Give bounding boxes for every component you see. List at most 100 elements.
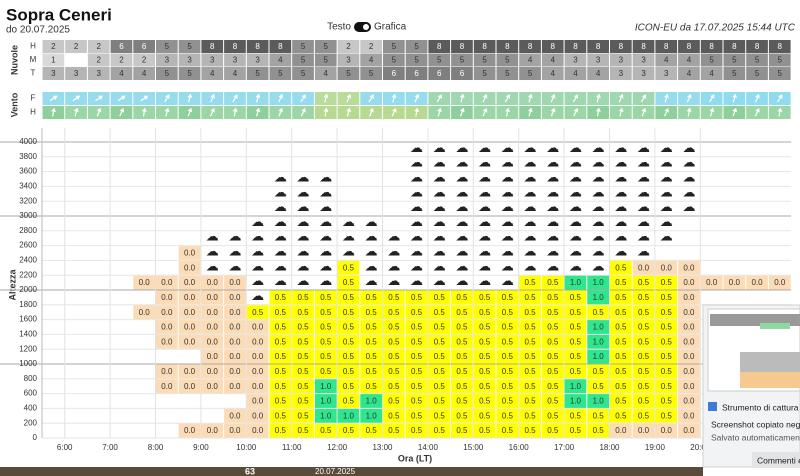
cell-value: 0.5 — [502, 426, 514, 435]
cell-bg — [632, 349, 655, 364]
y-tick-label: 400 — [24, 404, 38, 413]
cloud-cell — [700, 40, 723, 53]
cloud-icon: ☁ — [614, 171, 627, 186]
cell-value: 0.0 — [252, 426, 264, 435]
cell-value: 0.0 — [229, 293, 241, 302]
cloud-icon: ☁ — [592, 245, 605, 260]
wind-arrow-head — [414, 107, 420, 112]
cell-value: 0.5 — [388, 397, 400, 406]
wind-arrow — [595, 93, 601, 103]
cloud-icon: ☁ — [592, 141, 605, 156]
cloud-cell — [133, 40, 155, 53]
cell-bg — [428, 349, 451, 364]
app-icon — [708, 402, 717, 411]
cell-bg — [405, 394, 428, 408]
cloud-icon: ☁ — [410, 230, 423, 245]
cell-value: 0.0 — [774, 278, 786, 287]
cell-value: 0.5 — [524, 323, 536, 332]
cell-bg — [678, 364, 700, 379]
cell-bg — [678, 394, 700, 408]
cloud-cell — [314, 53, 337, 67]
y-tick-label: 2800 — [19, 226, 37, 235]
cell-value: 0.0 — [706, 278, 718, 287]
notification-button-label[interactable]: Commenti e — [757, 455, 800, 465]
cloud-cell — [87, 40, 110, 53]
cell-value: 0.5 — [275, 323, 287, 332]
wind-arrow — [255, 93, 261, 103]
cell-bg — [246, 394, 269, 408]
cell-value: 0.5 — [570, 323, 582, 332]
wind-arrow — [504, 94, 511, 103]
cloud-cell — [451, 67, 473, 80]
cloud-icon: ☁ — [501, 215, 514, 230]
wind-arrow-head — [96, 107, 102, 113]
wind-arrow-head — [550, 93, 556, 99]
cloud-icon: ☁ — [524, 215, 537, 230]
toggle-left[interactable]: Testo — [327, 22, 351, 33]
cloud-value: 6 — [460, 69, 465, 78]
cloud-icon: ☁ — [365, 230, 378, 245]
cell-value: 0.5 — [547, 337, 559, 346]
wind-arrow — [73, 107, 79, 117]
cloud-cell — [269, 40, 292, 53]
cell-value: 0.0 — [683, 411, 695, 420]
cloud-icon: ☁ — [297, 200, 310, 215]
cell-bg — [632, 275, 655, 290]
cell-value: 0.5 — [615, 263, 627, 272]
cell-value: 0.5 — [638, 337, 650, 346]
cloud-icon: ☁ — [319, 200, 332, 215]
cell-bg — [496, 364, 519, 379]
y-tick-label: 3800 — [19, 152, 37, 161]
cell-bg — [383, 334, 405, 349]
cell-bg — [269, 320, 292, 334]
wind-arrow-head — [664, 93, 669, 99]
cloud-icon: ☁ — [274, 171, 287, 186]
cloud-icon: ☁ — [433, 185, 446, 200]
notification[interactable]: Strumento di cattura Screenshot copiato … — [702, 304, 800, 468]
cloud-cell — [383, 40, 405, 53]
cell-bg — [541, 334, 564, 349]
cell-value: 0.0 — [184, 278, 196, 287]
cloud-value: 5 — [755, 69, 760, 78]
cloud-value: 6 — [437, 69, 442, 78]
cell-value: 0.0 — [751, 278, 763, 287]
cloud-icon: ☁ — [501, 274, 514, 289]
cloud-value: 3 — [641, 56, 646, 65]
cell-value: 1.0 — [320, 397, 332, 406]
cloud-icon: ☁ — [524, 200, 537, 215]
cell-value: 0.5 — [524, 308, 536, 317]
cell-bg — [337, 260, 360, 275]
cell-value: 0.5 — [524, 278, 536, 287]
cloud-value: 5 — [414, 56, 419, 65]
cloud-icon: ☁ — [319, 245, 332, 260]
cell-bg — [360, 408, 382, 423]
cell-bg — [428, 423, 451, 438]
cloud-cell — [246, 53, 269, 67]
cell-bg — [405, 334, 428, 349]
y-tick-label: 1800 — [19, 300, 37, 309]
cell-value: 0.5 — [366, 293, 378, 302]
wind-arrow-head — [641, 94, 647, 99]
cloud-icon: ☁ — [410, 185, 423, 200]
cell-bg — [587, 320, 609, 334]
cloud-cell — [473, 53, 496, 67]
cell-bg — [473, 334, 496, 349]
cell-bg — [314, 305, 337, 320]
cell-bg — [451, 305, 473, 320]
cell-bg — [451, 334, 473, 349]
toggle-right[interactable]: Grafica — [374, 22, 407, 33]
row-label: H — [30, 108, 36, 117]
notification-button[interactable] — [752, 452, 800, 468]
cloud-icon: ☁ — [660, 141, 673, 156]
wind-arrow — [777, 94, 783, 103]
cloud-value: 3 — [619, 69, 624, 78]
cloud-value: 2 — [74, 42, 79, 51]
wind-arrow-head — [187, 107, 193, 113]
cloud-value: 8 — [778, 42, 783, 51]
cloud-icon: ☁ — [546, 215, 559, 230]
cell-bg — [428, 334, 451, 349]
cloud-value: 8 — [709, 42, 714, 51]
cloud-value: 5 — [709, 56, 714, 65]
cell-value: 0.0 — [184, 382, 196, 391]
cell-value: 0.5 — [275, 352, 287, 361]
